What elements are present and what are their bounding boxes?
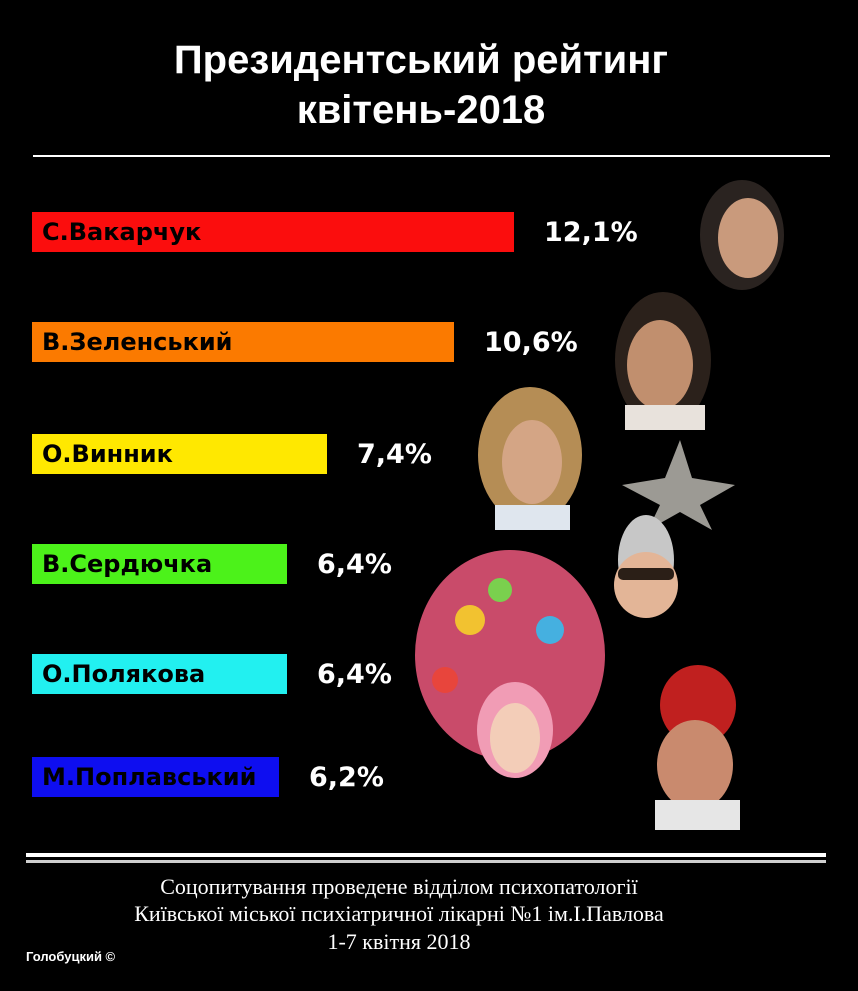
- bar-value-label: 12,1%: [544, 217, 638, 248]
- bar-value-label: 6,4%: [317, 659, 392, 690]
- bar: О.Полякова: [32, 654, 287, 694]
- bar-category-label: В.Сердючка: [42, 550, 213, 578]
- title-divider: [33, 155, 830, 157]
- chart-title-line-2: квітень-2018: [296, 88, 546, 132]
- chart-title-line-1: Президентський рейтинг: [173, 38, 669, 82]
- bar-category-label: С.Вакарчук: [42, 218, 202, 246]
- photo-poplavsky: [655, 665, 740, 830]
- bar-value-label: 7,4%: [357, 439, 432, 470]
- bar-value-label: 6,4%: [317, 549, 392, 580]
- bar-category-label: В.Зеленський: [42, 328, 233, 356]
- footer-line-1: Соцопитування проведене відділом психопа…: [160, 874, 638, 899]
- candidate-photos: [415, 180, 784, 830]
- bar: С.Вакарчук: [32, 212, 514, 252]
- bar-category-label: М.Поплавський: [42, 763, 257, 791]
- photo-vakarchuk: [700, 180, 784, 290]
- photo-zelensky: [615, 292, 711, 430]
- bar-category-label: О.Винник: [42, 440, 173, 468]
- author-signature: Голобуцкий ©: [26, 949, 116, 964]
- photo-vynnyk: [478, 387, 582, 530]
- bar-value-label: 10,6%: [484, 327, 578, 358]
- footer-divider-bottom: [26, 860, 826, 863]
- footer-line-2: Київської міської психіатричної лікарні …: [134, 901, 664, 926]
- footer-line-3: 1-7 квітня 2018: [327, 929, 471, 954]
- footer-divider-top: [26, 853, 826, 857]
- bar: М.Поплавський: [32, 757, 279, 797]
- bar: О.Винник: [32, 434, 327, 474]
- photo-polyakova: [415, 550, 605, 778]
- bar-value-label: 6,2%: [309, 762, 384, 793]
- photo-serduchka: [614, 440, 735, 618]
- bar: В.Зеленський: [32, 322, 454, 362]
- bar: В.Сердючка: [32, 544, 287, 584]
- bar-category-label: О.Полякова: [42, 660, 206, 688]
